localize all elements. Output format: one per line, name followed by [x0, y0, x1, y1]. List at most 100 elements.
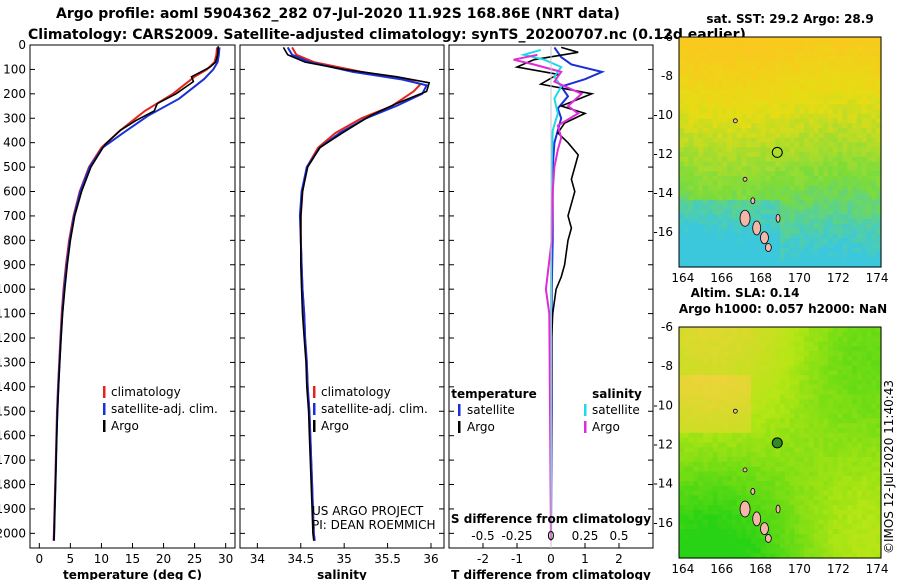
map-cell	[751, 51, 757, 57]
map-cell	[688, 113, 695, 120]
map-cell	[823, 60, 829, 67]
map-cell	[866, 171, 872, 177]
map-cell	[804, 519, 810, 525]
map-cell	[765, 471, 771, 477]
map-cell	[808, 404, 815, 410]
map-cell	[755, 199, 762, 206]
map-cell	[731, 437, 738, 444]
map-cell	[789, 553, 796, 559]
map-cell	[741, 180, 747, 187]
map-cell	[698, 360, 704, 367]
map-cell	[828, 514, 834, 521]
map-cell	[717, 185, 723, 191]
map-cell	[818, 37, 824, 43]
map-cell	[847, 137, 853, 144]
map-cell	[842, 336, 848, 343]
map-cell	[861, 118, 868, 124]
map-cell	[832, 99, 839, 105]
map-cell	[813, 228, 820, 235]
map-cell	[808, 46, 815, 52]
map-cell	[818, 456, 824, 463]
map-cell	[813, 84, 820, 91]
map-cell	[770, 113, 776, 120]
map-cell	[871, 238, 877, 244]
map-cell	[746, 553, 752, 559]
map-cell	[693, 147, 699, 153]
map-cell	[765, 99, 771, 105]
map-cell	[837, 442, 844, 448]
map-cell	[746, 404, 752, 410]
map-cell	[866, 379, 872, 386]
map-cell	[852, 51, 858, 57]
map-cell	[852, 147, 858, 153]
map-cell	[847, 152, 853, 158]
map-cell	[871, 399, 877, 405]
map-cell	[818, 252, 824, 259]
map-cell	[804, 355, 810, 362]
map-cell	[683, 199, 690, 206]
map-cell	[852, 219, 858, 225]
map-cell	[731, 490, 738, 497]
map-cell	[688, 495, 695, 501]
map-cell	[770, 209, 776, 215]
map-cell	[842, 331, 848, 338]
x-tick-label: 34	[250, 552, 265, 566]
map-cell	[746, 156, 752, 163]
map-cell	[871, 428, 877, 434]
map-cell	[688, 65, 695, 72]
map-cell	[861, 84, 868, 91]
map-cell	[856, 413, 863, 420]
map-cell	[751, 132, 757, 139]
map-cell	[866, 118, 872, 124]
map-cell	[731, 37, 738, 43]
map-cell	[856, 336, 863, 343]
map-cell	[755, 351, 762, 357]
map-cell	[751, 389, 757, 395]
map-cell	[746, 519, 752, 525]
map-cell	[794, 341, 800, 347]
map-cell	[871, 219, 877, 225]
map-cell	[799, 519, 805, 525]
map-cell	[679, 476, 685, 482]
map-cell	[736, 161, 743, 167]
map-cell	[832, 262, 839, 268]
map-cell	[688, 327, 695, 333]
map-cell	[828, 113, 834, 120]
map-cell	[688, 481, 695, 487]
map-cell	[707, 104, 714, 110]
map-frame	[678, 326, 882, 559]
map-cell	[784, 341, 791, 347]
map-cell	[679, 65, 685, 72]
map-cell	[794, 346, 800, 352]
map-cell	[717, 70, 723, 76]
map-cell	[832, 379, 839, 386]
map-cell	[837, 490, 844, 497]
map-cell	[871, 262, 877, 268]
map-cell	[828, 41, 834, 48]
map-cell	[842, 94, 848, 100]
map-cell	[760, 262, 767, 268]
map-cell	[707, 37, 714, 43]
map-cell	[755, 399, 762, 405]
map-cell	[852, 204, 858, 211]
map-cell	[712, 384, 719, 391]
map-cell	[698, 432, 704, 439]
map-cell	[871, 471, 877, 477]
map-cell	[703, 490, 709, 497]
map-cell	[832, 223, 839, 230]
map-cell	[852, 161, 858, 167]
map-cell	[871, 365, 877, 371]
map-cell	[784, 418, 791, 424]
map-cell	[813, 461, 820, 468]
map-cell	[823, 247, 829, 254]
map-cell	[770, 75, 776, 81]
map-cell	[683, 214, 690, 220]
map-cell	[866, 466, 872, 472]
map-cell	[760, 142, 767, 148]
map-cell	[823, 70, 829, 76]
map-cell	[784, 180, 791, 187]
map-cell	[736, 219, 743, 225]
map-cell	[789, 70, 796, 76]
map-cell	[703, 171, 709, 177]
map-cell	[847, 351, 853, 357]
